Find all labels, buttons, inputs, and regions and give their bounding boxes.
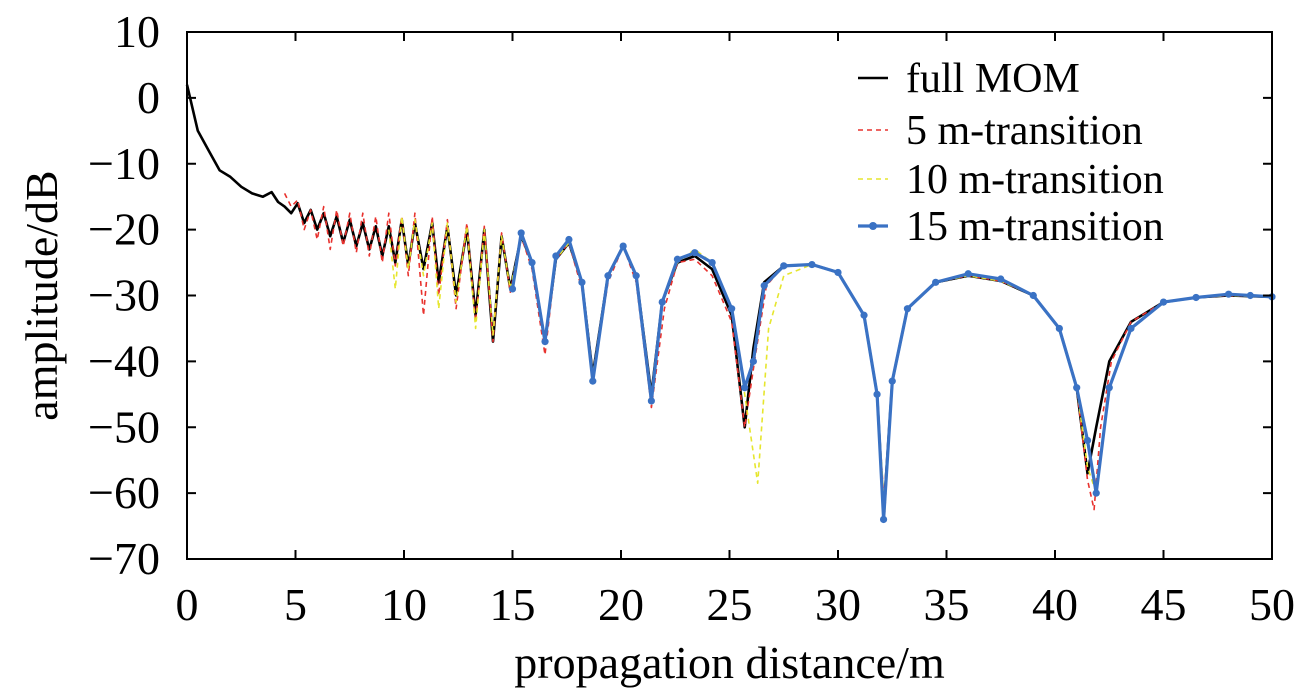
series-point: [749, 357, 757, 365]
series-point: [619, 242, 627, 250]
legend-label: 5 m-transition: [906, 108, 1143, 154]
series-point: [1192, 293, 1200, 302]
legend-label: full MOM: [906, 56, 1080, 102]
x-axis-title: propagation distance/m: [514, 637, 945, 688]
series-point: [834, 268, 842, 277]
x-tick-label: 15: [490, 579, 536, 630]
series-point: [589, 377, 597, 385]
series-point: [565, 235, 573, 244]
series-point: [604, 272, 612, 280]
series-point: [1105, 384, 1113, 392]
series-point: [964, 270, 972, 278]
y-tick-label: −10: [88, 138, 160, 189]
x-tick-label: 5: [284, 579, 307, 630]
y-tick-label: −60: [88, 467, 160, 518]
y-tick-label: −50: [88, 401, 160, 452]
series-point: [647, 397, 655, 405]
series-point: [1029, 291, 1037, 300]
series-point: [903, 305, 912, 313]
legend-label: 15 m-transition: [906, 204, 1164, 250]
series-3: [508, 229, 1276, 524]
series-point: [541, 338, 549, 346]
series-point: [741, 384, 749, 392]
y-tick-label: −20: [88, 204, 160, 255]
ticks-layer: 0 5 10 15 20 25 30 35 40 45 50 10 0 −10 −20 −30 −40 −50 −6…: [88, 6, 1295, 630]
series-point: [728, 305, 736, 313]
series-point: [673, 255, 682, 263]
series-point: [808, 260, 816, 269]
series-point: [1092, 489, 1100, 497]
series-point: [888, 377, 896, 385]
x-tick-label: 35: [924, 579, 970, 630]
series-layer: [185, 84, 1276, 524]
y-tick-label: 0: [137, 72, 160, 123]
x-tick-label: 30: [815, 579, 861, 630]
x-tick-label: 45: [1141, 579, 1187, 630]
series-point: [1055, 324, 1063, 333]
series-point: [932, 278, 940, 286]
x-tick-label: 40: [1032, 579, 1078, 630]
series-point: [760, 282, 768, 290]
series-point: [997, 275, 1005, 283]
x-tick-label: 0: [176, 579, 199, 630]
series-point: [578, 278, 586, 286]
series-2: [388, 215, 1273, 514]
x-tick-label: 25: [707, 579, 753, 630]
series-point: [860, 311, 868, 319]
series-line: [388, 215, 1273, 514]
series-point: [780, 262, 788, 270]
series-point: [1073, 384, 1081, 392]
series-line: [510, 231, 1273, 522]
legend-marker: [869, 222, 877, 230]
legend-label: 10 m-transition: [906, 157, 1164, 203]
y-tick-label: −40: [88, 335, 160, 386]
series-point: [1159, 298, 1168, 306]
x-tick-label: 10: [381, 579, 427, 630]
series-point: [1083, 436, 1092, 445]
y-tick-label: −30: [88, 270, 160, 321]
x-tick-label: 20: [598, 579, 644, 630]
series-point: [1246, 291, 1254, 300]
series-point: [873, 390, 881, 398]
series-point: [1127, 324, 1135, 333]
series-point: [517, 229, 525, 237]
series-point: [508, 285, 517, 293]
series-point: [1225, 290, 1233, 298]
y-axis-title: amplitude/dB: [16, 170, 67, 420]
series-point: [708, 258, 716, 267]
y-tick-label: 10: [114, 6, 160, 57]
series-point: [552, 252, 560, 260]
series-point: [528, 258, 536, 267]
y-tick-label: −70: [88, 533, 160, 584]
series-point: [879, 515, 888, 524]
series-point: [691, 249, 699, 257]
series-point: [658, 298, 666, 306]
x-tick-label: 50: [1249, 579, 1295, 630]
series-point: [632, 272, 640, 280]
